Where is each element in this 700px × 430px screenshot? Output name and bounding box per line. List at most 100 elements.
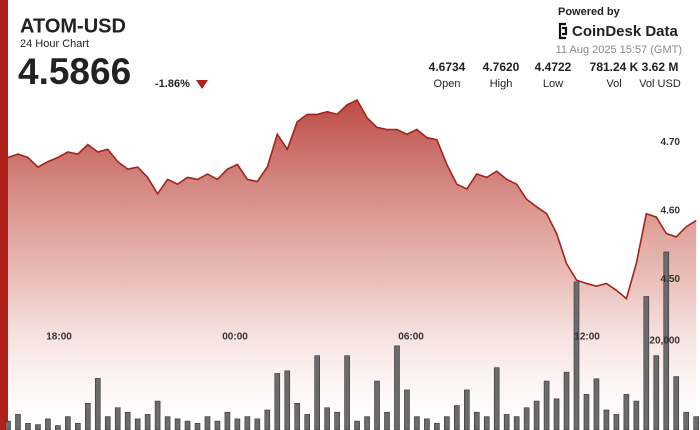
volume-bar xyxy=(543,380,550,430)
subtitle: 24 Hour Chart xyxy=(20,38,89,50)
stat-label: Open xyxy=(434,78,461,90)
volume-bar xyxy=(94,378,101,430)
volume-bar xyxy=(294,402,301,430)
volume-bar xyxy=(693,416,699,430)
plot: 18:00 00:00 06:00 12:00 4.50 4.60 4.70 20,000 xyxy=(5,98,699,430)
volume-bar xyxy=(284,370,291,430)
volume-bar xyxy=(633,400,640,430)
volume-bar xyxy=(84,402,91,430)
stat-value: 4.7620 xyxy=(483,60,520,74)
volume-bar xyxy=(424,418,430,430)
stat-label: Low xyxy=(543,78,563,90)
volume-bar xyxy=(194,423,201,430)
volume-bar xyxy=(513,416,520,430)
stat-value: 4.4722 xyxy=(535,60,572,74)
x-tick-label: 06:00 xyxy=(398,332,424,343)
title: ATOM-USD xyxy=(20,15,126,37)
volume-bar xyxy=(493,367,500,430)
volume-bar xyxy=(214,420,221,430)
volume-bar xyxy=(354,420,360,430)
volume-bar xyxy=(523,407,530,430)
stat-label: High xyxy=(490,78,513,90)
stat-label: Vol xyxy=(606,78,621,90)
volume-bar xyxy=(573,281,580,430)
volume-bar xyxy=(154,400,161,430)
volume-bar xyxy=(454,405,460,430)
down-arrow xyxy=(196,80,208,89)
y-tick-label: 4.70 xyxy=(661,137,681,148)
volume-bar xyxy=(104,416,111,430)
price-line xyxy=(7,98,697,301)
price: 4.5866 xyxy=(18,51,131,92)
change: -1.86% xyxy=(155,78,190,90)
volume-bar xyxy=(563,371,570,430)
volume-bar xyxy=(124,411,131,430)
volume-bar xyxy=(144,414,151,430)
stat-value: 4.6734 xyxy=(429,60,466,74)
volume-bar xyxy=(613,414,620,430)
powered-by: Powered by xyxy=(558,6,621,18)
volume-bar xyxy=(324,407,330,430)
volume-bar xyxy=(653,355,660,430)
volume-bar xyxy=(444,416,450,430)
volume-bar xyxy=(434,423,440,430)
volume-bar xyxy=(553,398,560,430)
volume-bar xyxy=(463,389,470,430)
volume-bar xyxy=(65,416,71,430)
x-tick-label: 18:00 xyxy=(46,332,72,343)
volume-bar xyxy=(673,376,680,430)
volume-bar xyxy=(164,416,171,430)
volume-bar xyxy=(663,251,670,430)
volume-bar xyxy=(274,373,281,430)
price-area xyxy=(8,100,697,430)
volume-bar xyxy=(204,416,211,430)
volume-bar xyxy=(224,411,231,430)
volume-bar xyxy=(45,418,51,430)
accent-stripe xyxy=(0,0,8,430)
y2-tick-label: 20,000 xyxy=(649,336,680,347)
volume-bar xyxy=(503,414,510,430)
logo: CoinDesk Data xyxy=(558,22,679,40)
volume-bar xyxy=(344,355,350,430)
volume-bar xyxy=(304,414,311,430)
volume-bar xyxy=(533,400,540,430)
volume-bar xyxy=(623,394,630,430)
volume-bar xyxy=(234,418,241,430)
volume-bar xyxy=(15,414,21,430)
stat-label: Vol USD xyxy=(639,78,681,90)
volume-bar xyxy=(603,409,610,430)
volume-bar xyxy=(404,389,410,430)
volume-bar xyxy=(314,355,320,430)
volume-bar xyxy=(5,420,11,430)
volume-bar xyxy=(374,380,380,430)
volume-bar xyxy=(264,409,271,430)
stat-value: 781.24 K xyxy=(590,60,639,74)
volume-bar xyxy=(254,418,261,430)
volume-bar xyxy=(473,411,480,430)
y-tick-label: 4.60 xyxy=(661,206,681,217)
volume-bar xyxy=(414,416,420,430)
volume-bar xyxy=(174,418,181,430)
volume-bar xyxy=(184,420,191,430)
volume-bar xyxy=(334,411,340,430)
volume-bar xyxy=(55,425,61,430)
volume-bar xyxy=(35,424,41,430)
volume-bar xyxy=(25,423,31,430)
y-tick-label: 4.50 xyxy=(661,274,681,285)
volume-bar xyxy=(593,378,600,430)
x-tick-label: 12:00 xyxy=(574,332,600,343)
volume-bar xyxy=(683,411,690,430)
stat-value: 3.62 M xyxy=(642,60,679,74)
volume-bar xyxy=(384,411,390,430)
volume-bar xyxy=(643,296,650,430)
volume-bar xyxy=(364,416,370,430)
timestamp: 11 Aug 2025 15:57 (GMT) xyxy=(556,44,682,56)
volume-bar xyxy=(134,418,141,430)
volume-bar xyxy=(75,423,81,430)
x-tick-label: 00:00 xyxy=(222,332,248,343)
volume-bar xyxy=(583,394,590,430)
brand: CoinDesk Data xyxy=(572,23,679,40)
volume-bar xyxy=(483,416,490,430)
